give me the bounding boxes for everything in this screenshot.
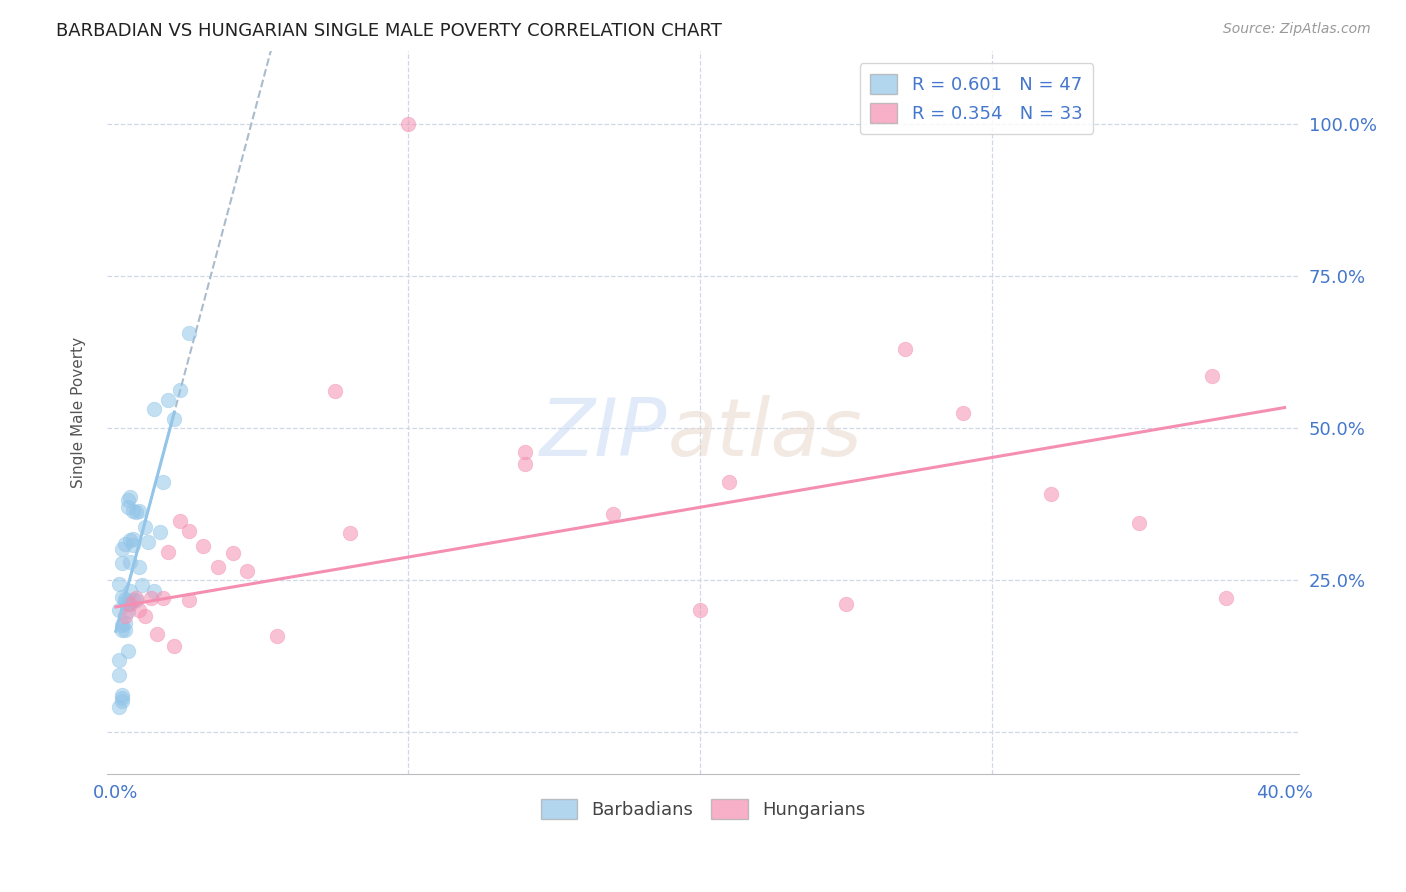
Point xyxy=(114,591,136,606)
Point xyxy=(120,490,142,504)
Point xyxy=(396,117,419,131)
Point xyxy=(122,532,145,546)
Point xyxy=(718,475,741,490)
Point xyxy=(111,690,134,705)
Point xyxy=(111,624,134,638)
Point xyxy=(177,524,200,538)
Point xyxy=(128,603,150,617)
Point xyxy=(134,520,156,534)
Point xyxy=(114,623,136,637)
Point xyxy=(513,457,536,471)
Point xyxy=(107,668,129,682)
Point xyxy=(513,445,536,459)
Point xyxy=(222,546,245,560)
Point xyxy=(107,653,129,667)
Point xyxy=(125,591,148,605)
Point xyxy=(111,590,134,604)
Point xyxy=(107,603,129,617)
Point xyxy=(157,545,180,559)
Point xyxy=(169,514,191,528)
Point xyxy=(117,596,139,610)
Point xyxy=(114,537,136,551)
Point xyxy=(107,700,129,714)
Point xyxy=(689,603,711,617)
Point xyxy=(120,583,142,598)
Text: Source: ZipAtlas.com: Source: ZipAtlas.com xyxy=(1223,22,1371,37)
Point xyxy=(893,342,915,356)
Point xyxy=(114,616,136,631)
Point xyxy=(117,643,139,657)
Point xyxy=(111,556,134,570)
Point xyxy=(117,493,139,508)
Point xyxy=(157,393,180,408)
Point xyxy=(128,560,150,574)
Point xyxy=(111,694,134,708)
Point xyxy=(134,609,156,624)
Point xyxy=(152,475,174,489)
Point xyxy=(339,525,361,540)
Point xyxy=(111,542,134,557)
Point xyxy=(125,505,148,519)
Text: atlas: atlas xyxy=(668,395,862,473)
Point xyxy=(136,535,159,549)
Point xyxy=(193,540,215,554)
Point xyxy=(266,629,288,643)
Point xyxy=(117,500,139,514)
Point xyxy=(1039,487,1062,501)
Point xyxy=(149,524,172,539)
Point xyxy=(142,584,165,599)
Point xyxy=(111,688,134,702)
Point xyxy=(145,627,167,641)
Point xyxy=(120,597,142,611)
Point xyxy=(1215,591,1237,605)
Point xyxy=(107,577,129,591)
Point xyxy=(120,533,142,547)
Point xyxy=(1201,368,1223,383)
Point xyxy=(152,591,174,605)
Text: BARBADIAN VS HUNGARIAN SINGLE MALE POVERTY CORRELATION CHART: BARBADIAN VS HUNGARIAN SINGLE MALE POVER… xyxy=(56,22,723,40)
Text: ZIP: ZIP xyxy=(540,395,668,473)
Point xyxy=(122,592,145,607)
Point xyxy=(122,504,145,518)
Point xyxy=(128,503,150,517)
Point xyxy=(125,593,148,607)
Point xyxy=(122,538,145,552)
Point xyxy=(236,564,259,578)
Point xyxy=(323,384,346,398)
Point xyxy=(114,609,136,624)
Point xyxy=(177,326,200,340)
Point xyxy=(114,595,136,609)
Legend: Barbadians, Hungarians: Barbadians, Hungarians xyxy=(534,792,873,827)
Point xyxy=(117,604,139,618)
Point xyxy=(602,507,624,521)
Point xyxy=(835,597,858,611)
Point xyxy=(117,597,139,611)
Point xyxy=(177,592,200,607)
Point xyxy=(1128,516,1150,530)
Point xyxy=(139,591,162,605)
Point xyxy=(131,578,153,592)
Point xyxy=(163,411,186,425)
Point xyxy=(120,556,142,570)
Y-axis label: Single Male Poverty: Single Male Poverty xyxy=(72,337,86,488)
Point xyxy=(111,618,134,632)
Point xyxy=(163,640,186,654)
Point xyxy=(142,402,165,417)
Point xyxy=(952,406,974,420)
Point xyxy=(169,384,191,398)
Point xyxy=(207,560,229,574)
